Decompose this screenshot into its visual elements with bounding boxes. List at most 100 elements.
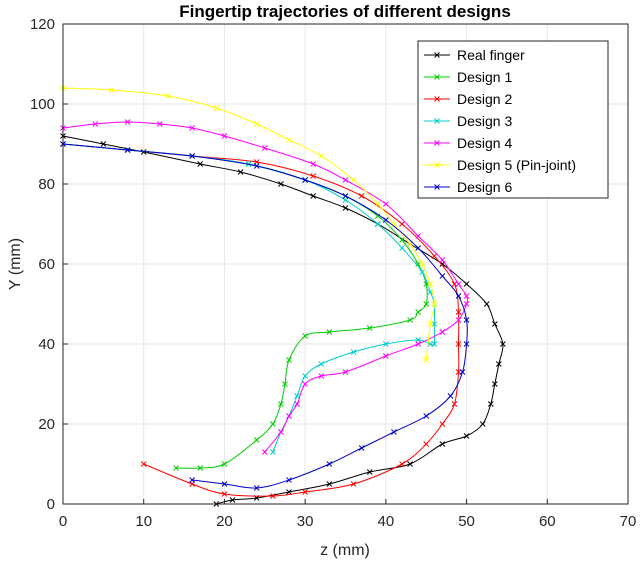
legend-entry: Design 2	[424, 91, 512, 107]
legend-marker	[434, 74, 440, 80]
plot-area	[60, 85, 506, 507]
x-tick-label: 20	[216, 513, 233, 530]
data-point	[391, 429, 397, 435]
data-point	[391, 221, 397, 227]
x-axis-label: z (mm)	[320, 542, 370, 559]
data-point	[237, 169, 244, 175]
data-point	[140, 461, 147, 467]
legend-entry: Design 5 (Pin-joint)	[424, 157, 576, 173]
data-point	[415, 245, 421, 251]
data-point	[221, 461, 228, 467]
data-point	[197, 465, 204, 471]
data-point	[423, 301, 430, 307]
data-point	[302, 333, 308, 339]
data-point	[366, 469, 373, 475]
data-point	[419, 261, 426, 267]
data-point	[407, 461, 413, 467]
legend: Real finger Design 1 Design 2 Design 3 Desig…	[417, 40, 609, 199]
y-tick-label: 60	[38, 256, 55, 273]
data-point	[92, 121, 99, 127]
data-point	[415, 309, 421, 315]
data-point	[124, 147, 131, 153]
data-point	[221, 481, 228, 487]
data-point	[500, 341, 506, 347]
x-tick-label: 0	[59, 513, 67, 530]
data-point	[302, 489, 308, 495]
data-point	[157, 121, 163, 127]
y-axis-label: Y (mm)	[7, 238, 24, 290]
legend-label: Design 4	[457, 135, 512, 151]
data-point	[342, 177, 349, 183]
legend-label: Design 1	[457, 69, 512, 85]
data-point	[358, 445, 365, 451]
data-point	[278, 401, 284, 407]
data-point	[302, 373, 308, 379]
data-point	[439, 273, 446, 279]
legend-marker	[434, 140, 440, 146]
data-point	[350, 481, 357, 487]
data-point	[427, 321, 434, 327]
legend-label: Design 5 (Pin-joint)	[457, 157, 576, 173]
data-point	[383, 353, 389, 359]
data-point	[374, 213, 381, 219]
data-point	[286, 137, 292, 143]
data-point	[197, 161, 204, 167]
data-point	[302, 381, 308, 387]
data-point	[374, 221, 381, 227]
legend-entry: Design 4	[424, 135, 512, 151]
data-point	[253, 163, 260, 169]
data-point	[455, 317, 462, 323]
legend-box	[417, 40, 609, 199]
data-point	[455, 341, 462, 347]
data-point	[286, 489, 292, 495]
data-point	[213, 105, 220, 111]
data-point	[253, 121, 260, 127]
y-tick-label: 0	[47, 496, 55, 513]
data-point	[399, 237, 405, 243]
data-point	[189, 477, 195, 483]
chart-title: Fingertip trajectories of different desi…	[179, 2, 511, 21]
y-tick-label: 80	[38, 176, 55, 193]
x-tick-label: 50	[458, 513, 475, 530]
x-tick-label: 30	[297, 513, 314, 530]
data-point	[407, 317, 413, 323]
data-point	[221, 491, 228, 497]
data-point	[496, 361, 502, 367]
legend-marker	[434, 96, 440, 102]
data-point	[310, 161, 317, 167]
data-point	[310, 193, 317, 199]
data-point	[399, 221, 405, 227]
series-6	[60, 85, 438, 363]
data-point	[350, 349, 357, 355]
x-tick-label: 40	[378, 513, 395, 530]
data-point	[286, 357, 292, 363]
x-tick-label: 10	[135, 513, 152, 530]
series-3	[60, 141, 462, 499]
data-point	[439, 257, 446, 263]
data-point	[463, 301, 470, 307]
data-point	[221, 133, 228, 139]
data-point	[383, 201, 389, 207]
data-point	[310, 173, 317, 179]
data-point	[229, 497, 236, 503]
data-point	[302, 177, 308, 183]
data-point	[447, 393, 454, 399]
legend-marker	[434, 162, 440, 168]
data-point	[189, 153, 195, 159]
legend-entry: Design 1	[424, 69, 512, 85]
data-point	[415, 341, 421, 347]
data-point	[278, 181, 284, 187]
data-point	[278, 429, 284, 435]
data-point	[419, 269, 426, 275]
series-line	[62, 143, 460, 497]
y-tick-label: 120	[30, 16, 55, 33]
data-point	[173, 465, 179, 471]
data-point	[270, 493, 276, 499]
data-point	[463, 281, 470, 287]
data-point	[439, 421, 446, 427]
data-point	[431, 253, 438, 259]
data-point	[439, 329, 446, 335]
x-tick-label: 70	[620, 513, 637, 530]
data-point	[108, 87, 115, 93]
